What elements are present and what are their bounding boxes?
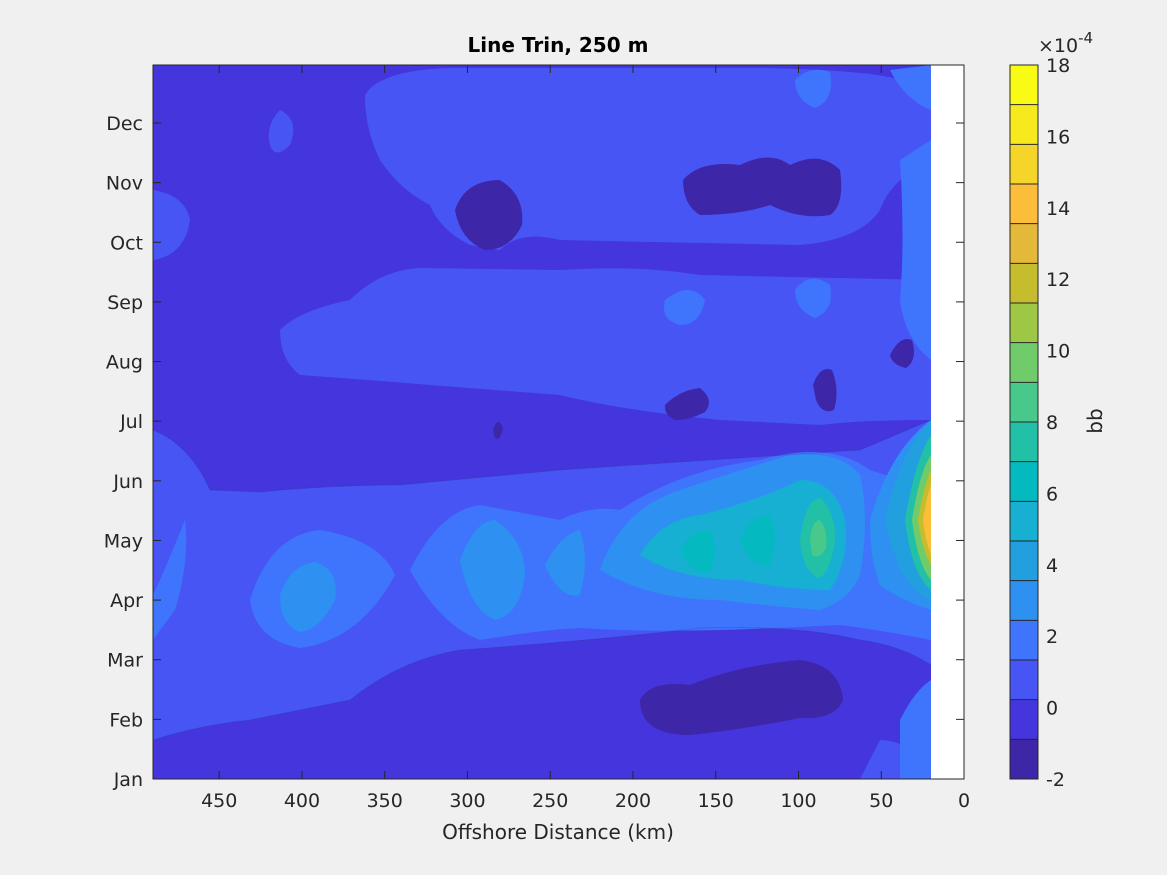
x-tick-label: 150: [698, 790, 734, 812]
y-tick-label: Jun: [112, 471, 143, 493]
contour-level-6: [640, 480, 846, 590]
colorbar-multiplier: ×10-4: [1038, 29, 1093, 57]
y-tick-label: Aug: [106, 352, 143, 374]
x-tick-label: 350: [367, 790, 403, 812]
x-tick-label: 100: [780, 790, 816, 812]
chart-title: Line Trin, 250 m: [468, 33, 649, 57]
x-tick-label: 200: [615, 790, 651, 812]
colorbar-segment: [1010, 699, 1038, 740]
colorbar-tick-label: 6: [1046, 483, 1058, 505]
y-tick-label: Sep: [107, 292, 143, 314]
colorbar-segment: [1010, 144, 1038, 185]
colorbar-tick-label: 10: [1046, 341, 1070, 363]
x-tick-label: 450: [201, 790, 237, 812]
x-tick-label: 400: [284, 790, 320, 812]
colorbar-segment: [1010, 184, 1038, 225]
colorbar-segment: [1010, 104, 1038, 145]
colorbar-segment: [1010, 382, 1038, 423]
colorbar-tick-label: 18: [1046, 55, 1070, 77]
x-axis-label: Offshore Distance (km): [442, 820, 674, 844]
colorbar-segment: [1010, 620, 1038, 661]
colorbar-segment: [1010, 660, 1038, 701]
y-tick-label: Nov: [106, 173, 143, 195]
colorbar-segment: [1010, 501, 1038, 542]
colorbar-tick-label: 12: [1046, 269, 1070, 291]
colorbar-label: bb: [1083, 408, 1107, 433]
colorbar-segment: [1010, 541, 1038, 582]
colorbar-segment: [1010, 580, 1038, 621]
x-tick-label: 50: [869, 790, 893, 812]
colorbar: 18 16 14 12 10 8 6 4 2 0 -2: [1009, 55, 1070, 791]
y-axis: Jan Feb Mar Apr May Jun Jul Aug Sep Oct Nov Dec: [104, 113, 964, 791]
colorbar-tick-label: 0: [1046, 698, 1058, 720]
colorbar-tick-label: 16: [1046, 126, 1070, 148]
x-tick-label: 0: [958, 790, 970, 812]
colorbar-segment: [1010, 223, 1038, 264]
colorbar-tick-label: 8: [1046, 412, 1058, 434]
y-tick-label: Apr: [110, 590, 143, 612]
colorbar-tick-label: 2: [1046, 626, 1058, 648]
contour-level-min: [455, 157, 914, 735]
plot-frame: [152, 64, 965, 780]
y-tick-label: Oct: [110, 232, 143, 254]
y-tick-label: Feb: [109, 709, 143, 731]
colorbar-segment: [1010, 342, 1038, 383]
contour-field: [153, 65, 931, 779]
colorbar-tick-label: 14: [1046, 198, 1070, 220]
y-tick-label: Jul: [119, 411, 143, 433]
y-tick-label: Mar: [107, 650, 143, 672]
colorbar-segment: [1010, 263, 1038, 304]
colorbar-tick-label: -2: [1046, 769, 1065, 791]
colorbar-frame: [1009, 64, 1039, 780]
x-tick-label: 250: [532, 790, 568, 812]
y-tick-label: May: [104, 530, 143, 552]
colorbar-segment: [1010, 739, 1038, 780]
colorbar-segment: [1010, 461, 1038, 502]
colorbar-segment: [1010, 303, 1038, 344]
no-data-region: [931, 65, 964, 779]
x-axis: 450 400 350 300 250 200 150 100 50 0: [201, 65, 970, 812]
contour-lines: [153, 419, 931, 741]
colorbar-segment: [1010, 65, 1038, 106]
y-tick-label: Jan: [113, 769, 143, 791]
colorbar-segment: [1010, 422, 1038, 463]
y-tick-label: Dec: [106, 113, 143, 135]
colorbar-tick-label: 4: [1046, 555, 1058, 577]
contour-level-coastal: [885, 420, 931, 600]
x-tick-label: 300: [449, 790, 485, 812]
